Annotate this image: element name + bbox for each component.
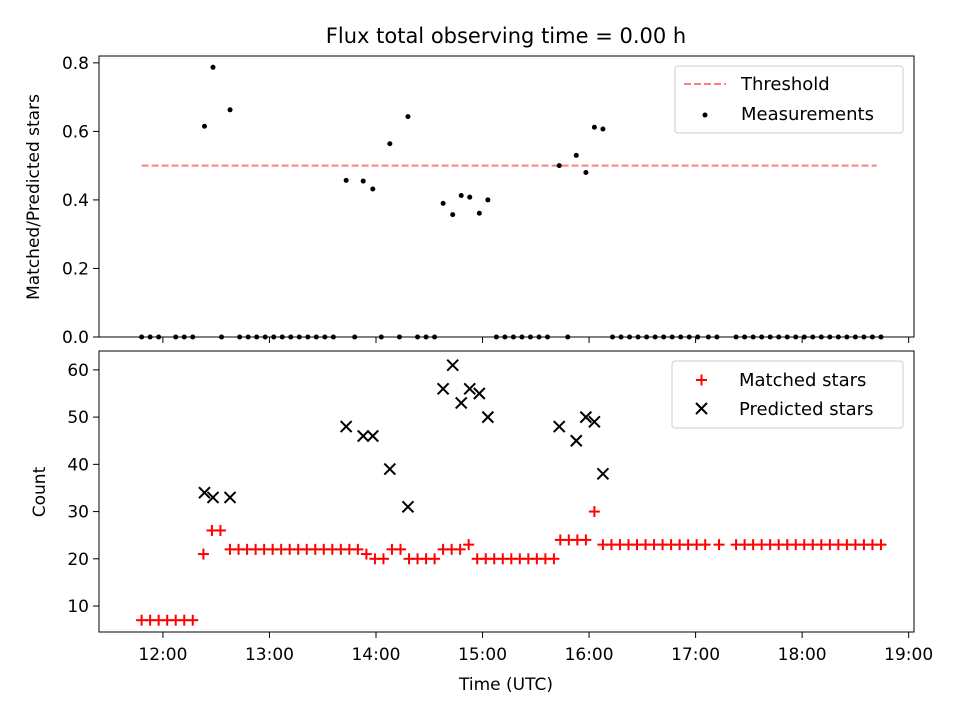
- legend-predicted-swatch: [695, 402, 708, 415]
- matched-stars-point: [394, 543, 406, 555]
- matched-stars-point: [713, 539, 725, 551]
- matched-stars-point: [352, 543, 364, 555]
- chart-title: Flux total observing time = 0.00 h: [326, 24, 686, 48]
- predicted-stars-point: [596, 467, 610, 480]
- measurement-point: [467, 194, 473, 200]
- predicted-stars-point: [570, 434, 583, 447]
- predicted-stars-point: [339, 420, 353, 433]
- predicted-stars-point: [401, 500, 415, 514]
- predicted-stars-point: [357, 429, 370, 443]
- predicted-stars-point: [455, 396, 468, 410]
- predicted-stars-point: [198, 486, 211, 499]
- matched-stars-point: [454, 543, 466, 555]
- bottom-axes-frame: [98, 350, 915, 633]
- legend-matched-swatch: [696, 374, 707, 386]
- x-tick-label: 18:00: [778, 645, 827, 665]
- predicted-stars-point: [366, 429, 380, 443]
- x-tick-label: 17:00: [671, 645, 720, 665]
- predicted-stars-point: [446, 358, 459, 372]
- x-tick-label: 15:00: [458, 645, 507, 665]
- predicted-stars-point: [481, 410, 495, 424]
- measurement-point: [573, 152, 579, 158]
- measurement-point: [201, 123, 207, 129]
- top-legend-box: [674, 65, 904, 134]
- matched-stars-point: [187, 614, 199, 626]
- top-panel: 0.00.20.40.60.8 Matched/Predicted stars …: [24, 54, 915, 348]
- top-y-tick-label: 0.4: [62, 191, 89, 211]
- predicted-stars-point: [463, 382, 476, 395]
- matched-stars-point: [463, 539, 475, 551]
- x-tick-label: 14:00: [351, 645, 400, 665]
- measurement-point: [343, 177, 349, 183]
- predicted-stars-point: [383, 462, 397, 476]
- predicted-stars-point: [206, 491, 220, 504]
- measurement-point: [405, 114, 411, 120]
- top-y-tick-label: 0.2: [62, 259, 89, 279]
- bottom-y-tick-label: 10: [67, 597, 89, 617]
- predicted-stars-point: [223, 491, 237, 504]
- matched-stars-point: [548, 553, 560, 565]
- legend-measurements-label: Measurements: [741, 104, 874, 125]
- bottom-y-axis: 10 20 30 40 50 60: [67, 361, 99, 617]
- bottom-panel: 10 20 30 40 50 60 12:00 13:00 14:00 15:00 16:00 17…: [30, 350, 933, 695]
- x-tick-label: 19:00: [884, 645, 933, 665]
- top-y-tick-label: 0.0: [62, 328, 89, 348]
- matched-stars-point: [875, 539, 887, 551]
- matched-stars-point: [377, 553, 389, 565]
- measurement-point: [591, 124, 597, 130]
- bottom-y-tick-label: 60: [67, 361, 89, 381]
- legend-matched-label: Matched stars: [739, 370, 866, 391]
- measurement-point: [370, 186, 376, 192]
- top-legend: Threshold Measurements: [674, 65, 904, 134]
- bottom-y-axis-label: Count: [30, 466, 50, 517]
- predicted-stars-point: [553, 420, 566, 433]
- top-y-tick-label: 0.6: [62, 122, 89, 142]
- bottom-y-tick-label: 50: [67, 408, 89, 428]
- top-x-axis-ticks: [162, 337, 910, 343]
- bottom-y-tick-label: 20: [67, 550, 89, 570]
- legend-threshold-label: Threshold: [740, 74, 830, 95]
- top-axes-frame: [98, 55, 915, 338]
- matched-stars-point: [429, 553, 441, 565]
- bottom-y-tick-label: 40: [67, 455, 89, 475]
- bottom-x-axis: 12:00 13:00 14:00 15:00 16:00 17:00 18:00 19:00: [138, 632, 933, 665]
- x-tick-label: 16:00: [565, 645, 614, 665]
- matched-stars-point: [699, 539, 711, 551]
- measurement-point: [556, 163, 562, 169]
- predicted-stars-point: [579, 410, 593, 424]
- matched-stars-point: [360, 548, 372, 560]
- measurement-point: [458, 192, 464, 198]
- matched-stars-point: [580, 534, 592, 546]
- top-y-axis: 0.0 0.2 0.4 0.6 0.8: [62, 54, 99, 348]
- x-tick-label: 12:00: [138, 645, 187, 665]
- bottom-y-tick-label: 30: [67, 503, 89, 523]
- x-tick-label: 13:00: [245, 645, 294, 665]
- legend-predicted-label: Predicted stars: [739, 399, 873, 420]
- predicted-stars-point: [436, 382, 450, 395]
- matched-stars-point: [588, 506, 600, 518]
- legend-measurements-swatch: [702, 112, 708, 118]
- x-axis-label: Time (UTC): [458, 675, 553, 695]
- measurement-point: [227, 107, 233, 113]
- measurement-point: [476, 210, 482, 216]
- bottom-legend: Matched stars Predicted stars: [671, 360, 904, 429]
- measurement-point: [450, 212, 456, 218]
- matched-stars-point: [197, 548, 209, 560]
- measurement-point: [387, 141, 393, 147]
- predicted-stars-point: [588, 415, 601, 429]
- top-y-tick-label: 0.8: [62, 54, 89, 74]
- predicted-stars-point: [473, 387, 486, 400]
- matched-stars-point: [214, 524, 226, 536]
- measurement-point: [360, 178, 366, 184]
- measurement-point: [440, 200, 446, 206]
- measurement-point: [485, 197, 491, 203]
- measurement-point: [210, 64, 216, 70]
- bottom-legend-box: [671, 360, 904, 429]
- measurement-point: [583, 170, 589, 176]
- measurement-point: [600, 126, 606, 132]
- top-y-axis-label: Matched/Predicted stars: [24, 94, 44, 300]
- bottom-plot-area: [136, 358, 887, 626]
